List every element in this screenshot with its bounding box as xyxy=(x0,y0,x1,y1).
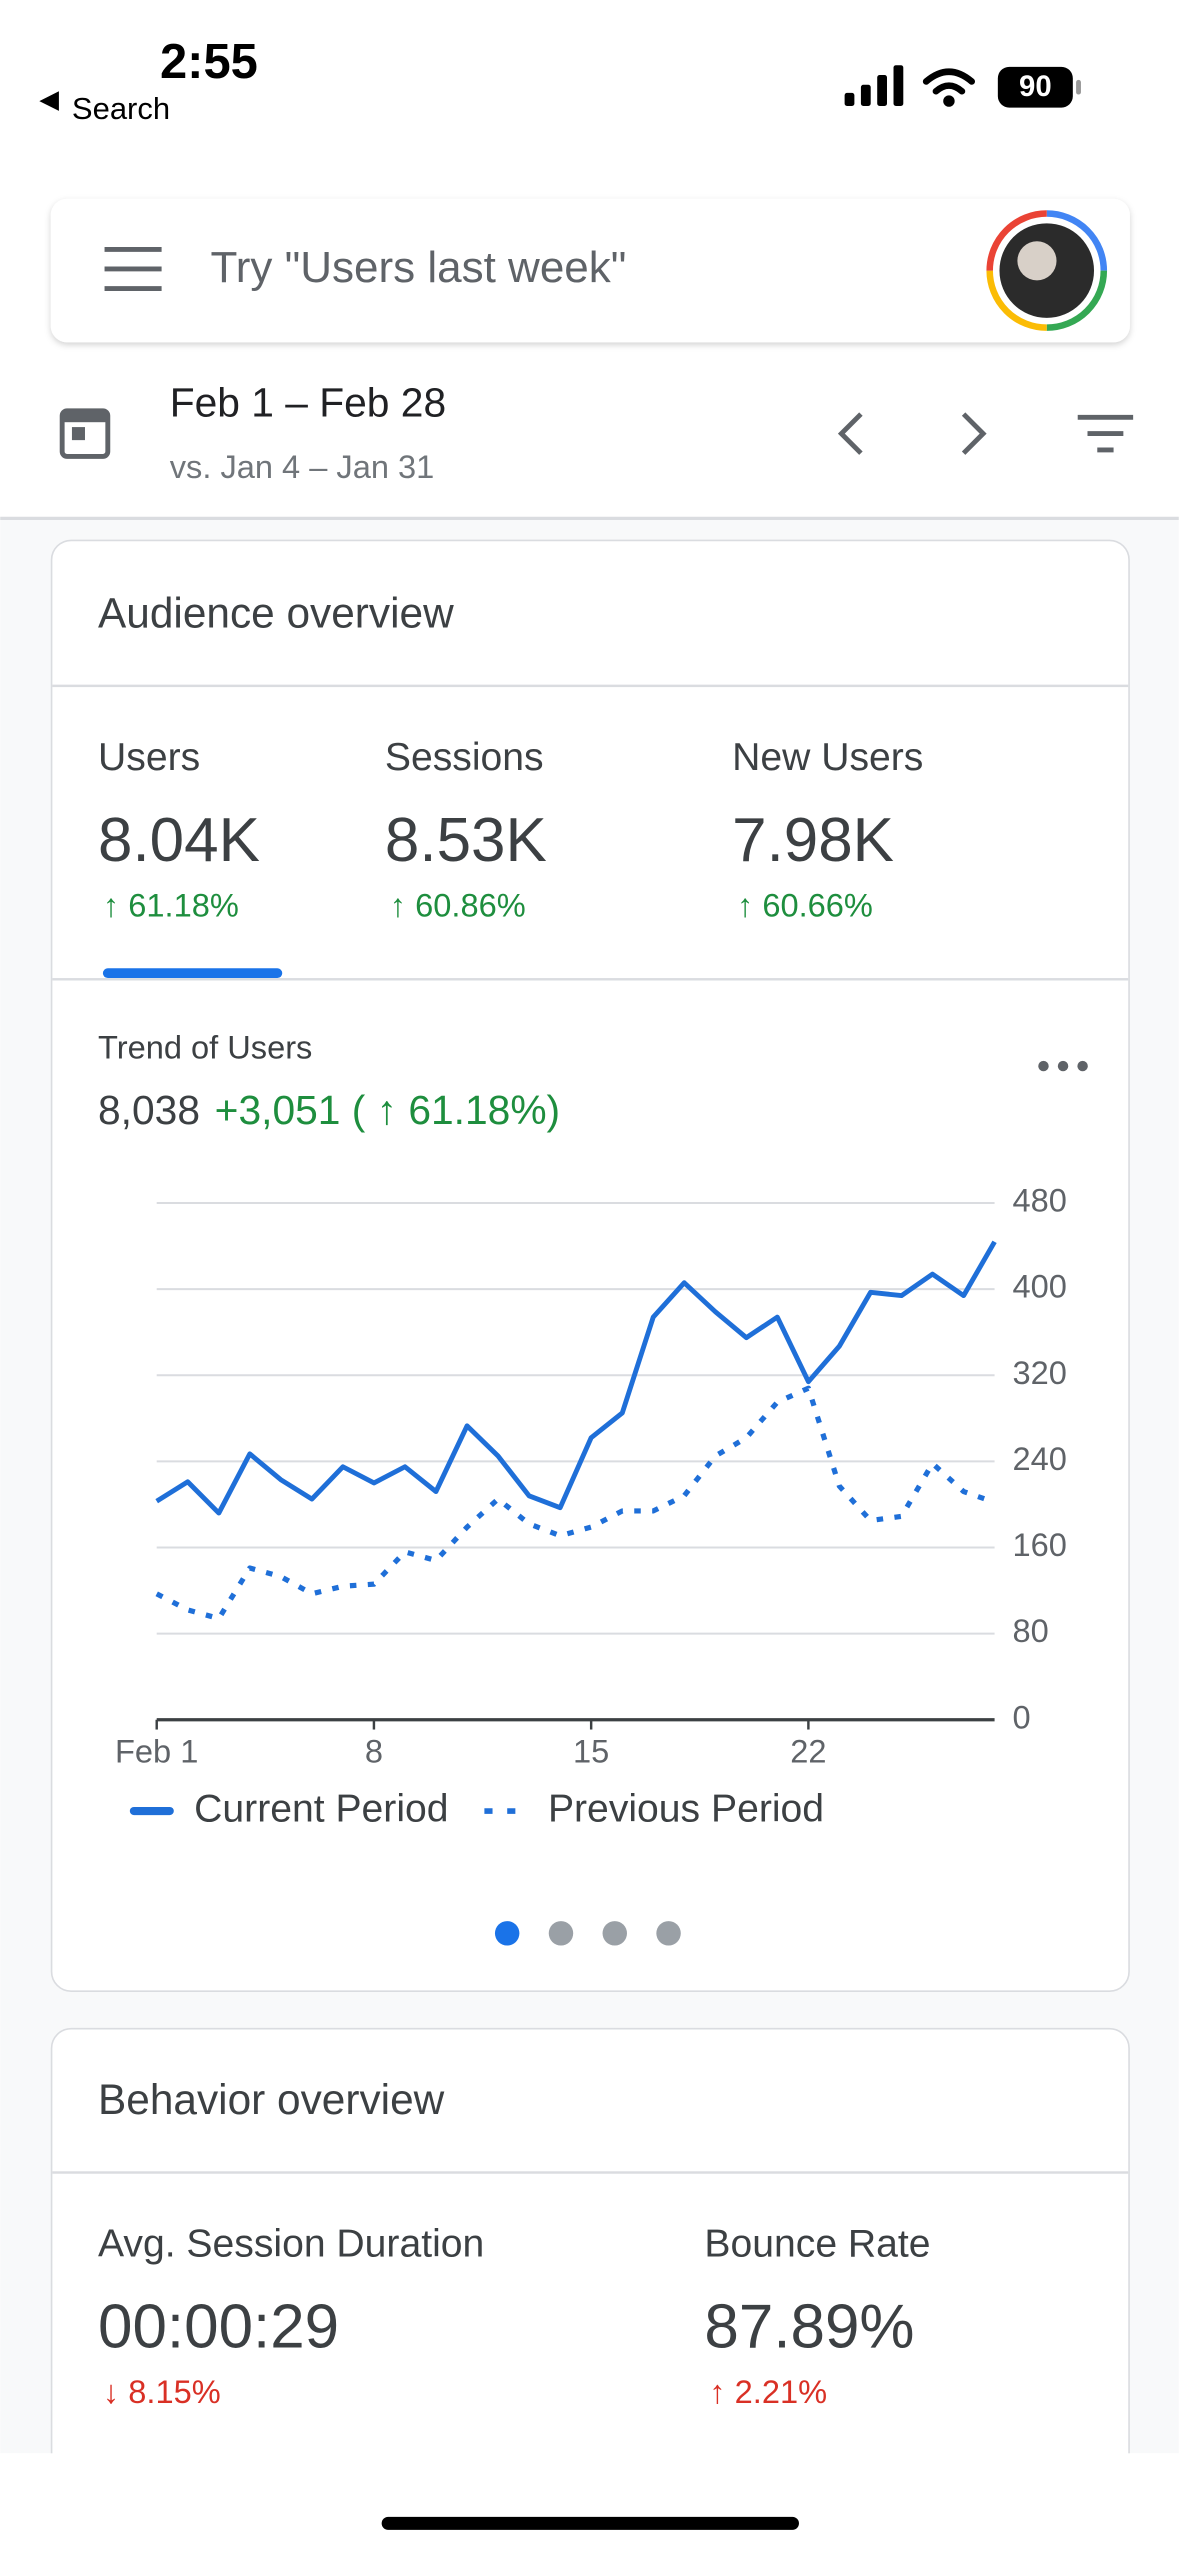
pager-dot[interactable] xyxy=(494,1921,520,1946)
card-title: Behavior overview xyxy=(98,2076,445,2123)
metric-change: ↑ 2.21% xyxy=(709,2373,827,2410)
divider xyxy=(52,684,1129,688)
battery-tip xyxy=(1076,79,1081,95)
metric-label[interactable]: Users xyxy=(98,736,200,779)
prev-button[interactable] xyxy=(837,412,863,455)
y-tick-label: 240 xyxy=(1013,1440,1067,1477)
chart-title: Trend of Users xyxy=(98,1028,312,1065)
metric-value: 8.04K xyxy=(98,806,260,875)
chart-total: 8,038 xyxy=(98,1087,200,1133)
chart: 0 80 160 240 320 400 480 Feb 1 8 15 22 Current Peri… xyxy=(115,1182,1067,1831)
menu-icon[interactable] xyxy=(104,246,162,291)
y-tick-label: 320 xyxy=(1013,1354,1067,1391)
metric-change: ↑ 60.66% xyxy=(737,887,873,924)
divider xyxy=(0,516,1179,521)
metric-value: 7.98K xyxy=(732,806,894,875)
battery xyxy=(997,66,1073,108)
metric-change: ↑ 60.86% xyxy=(390,887,526,924)
metric-tabs: Users 8.04K ↑ 61.18% Sessions 8.53K ↑ 60.86% N… xyxy=(98,736,923,924)
metric-label[interactable]: Sessions xyxy=(385,736,544,779)
metric-label: Avg. Session Duration xyxy=(98,2223,484,2266)
tab-indicator xyxy=(102,968,283,979)
pager-dot[interactable] xyxy=(548,1921,574,1946)
metric-change: ↓ 8.15% xyxy=(103,2373,221,2410)
signal xyxy=(844,65,904,106)
metric-value: 87.89% xyxy=(704,2292,914,2361)
y-tick-label: 480 xyxy=(1013,1182,1067,1219)
filter-button[interactable] xyxy=(1077,414,1134,453)
metric-value: 8.53K xyxy=(385,806,547,875)
date-comparison: vs. Jan 4 – Jan 31 xyxy=(170,448,435,485)
metric-label[interactable]: New Users xyxy=(732,736,923,779)
x-tick-label: 15 xyxy=(573,1733,609,1770)
home-indicator xyxy=(381,2516,799,2530)
x-tick-label: 8 xyxy=(365,1733,383,1770)
clock: 2:55 xyxy=(160,35,258,89)
audience-card xyxy=(50,539,1130,1992)
divider xyxy=(52,2171,1129,2174)
calendar-icon[interactable] xyxy=(59,408,111,459)
back-link[interactable]: Search xyxy=(72,91,170,126)
y-tick-label: 400 xyxy=(1013,1268,1067,1305)
avatar[interactable] xyxy=(986,210,1108,331)
y-tick-label: 160 xyxy=(1013,1526,1067,1563)
series-line xyxy=(155,1240,997,1516)
bottom-bar xyxy=(0,2453,1179,2556)
y-tick-label: 80 xyxy=(1013,1612,1049,1649)
date-range[interactable]: Feb 1 – Feb 28 xyxy=(170,380,446,426)
search-placeholder[interactable]: Try "Users last week" xyxy=(211,243,627,292)
pager xyxy=(494,1921,681,1946)
divider xyxy=(52,978,1129,981)
pager-dot[interactable] xyxy=(602,1921,627,1946)
legend-label: Current Period xyxy=(194,1787,448,1830)
next-button[interactable] xyxy=(961,412,987,455)
legend-label: Previous Period xyxy=(548,1787,824,1830)
back-arrow[interactable] xyxy=(39,91,59,111)
metric-label: Bounce Rate xyxy=(704,2223,930,2266)
battery-level: 90 xyxy=(1019,70,1052,103)
search-bar[interactable] xyxy=(50,198,1130,343)
metric-change: ↑ 61.18% xyxy=(103,887,239,924)
chart-delta: +3,051 ( ↑ 61.18%) xyxy=(215,1087,560,1133)
behavior-metrics: Avg. Session Duration 00:00:29 ↓ 8.15% Boun… xyxy=(98,2223,931,2411)
wifi-dot xyxy=(943,95,955,107)
y-tick-label: 0 xyxy=(1013,1698,1031,1735)
more-button[interactable] xyxy=(1038,1060,1088,1072)
card-title: Audience overview xyxy=(98,589,454,636)
x-tick-label: Feb 1 xyxy=(115,1733,198,1770)
x-tick-label: 22 xyxy=(790,1733,826,1770)
series-line xyxy=(155,1385,996,1622)
wifi xyxy=(922,68,976,95)
metric-value: 00:00:29 xyxy=(98,2292,339,2361)
pager-dot[interactable] xyxy=(656,1921,681,1946)
